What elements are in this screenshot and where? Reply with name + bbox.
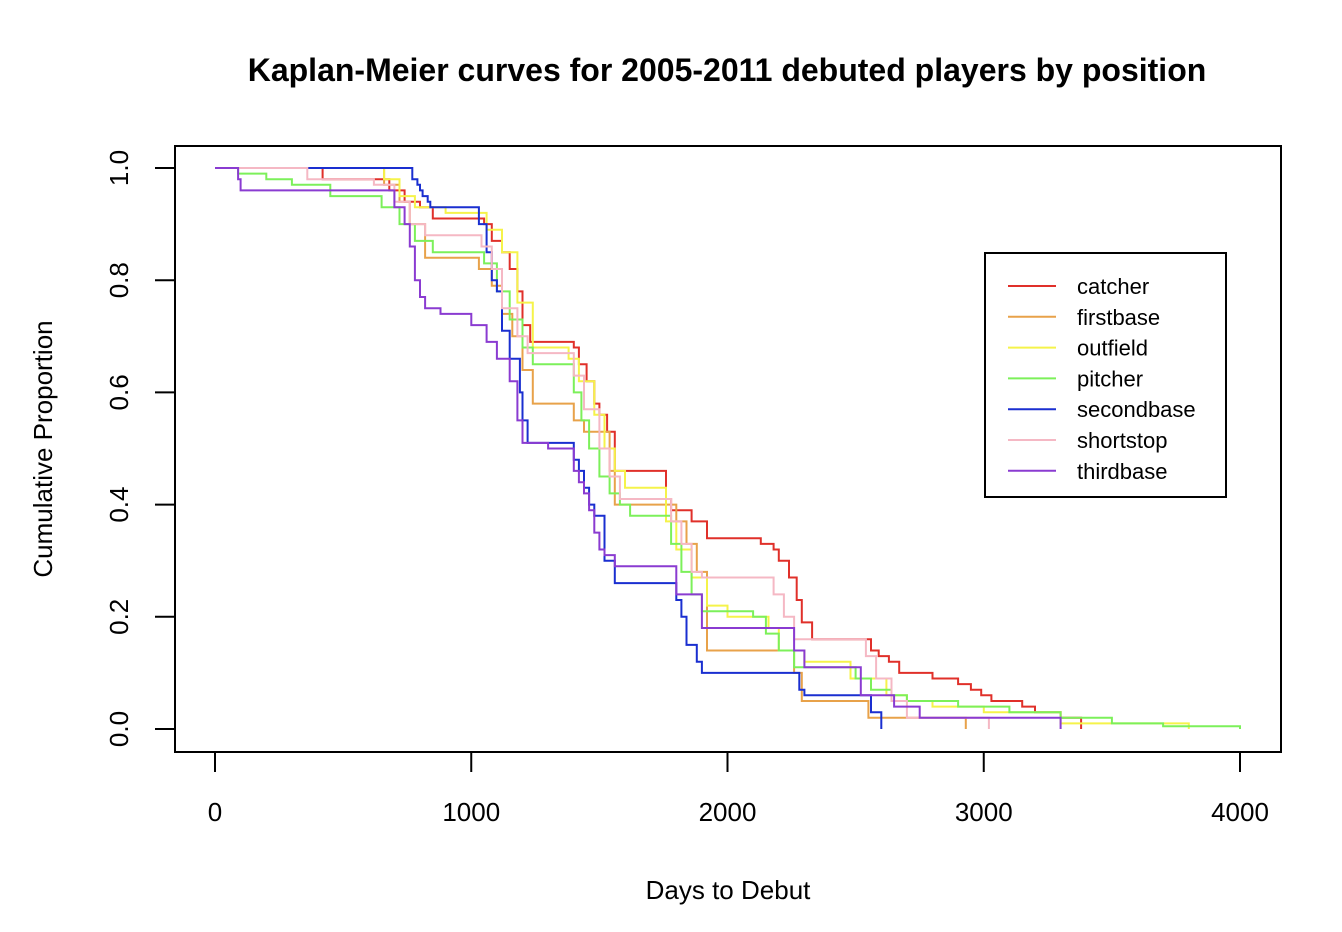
series-line-pitcher [215,167,1241,729]
series-line-shortstop [215,167,990,729]
legend-label-catcher: catcher [1077,274,1149,299]
x-tick-label: 4000 [1211,797,1269,827]
legend-label-shortstop: shortstop [1077,428,1168,453]
chart-title: Kaplan-Meier curves for 2005-2011 debute… [248,52,1207,88]
y-tick-label: 0.8 [104,262,134,298]
x-axis-label: Days to Debut [646,875,812,905]
y-tick-label: 0.2 [104,599,134,635]
legend-label-firstbase: firstbase [1077,305,1160,330]
y-tick-label: 0.0 [104,711,134,747]
legend-label-outfield: outfield [1077,336,1148,361]
series-line-secondbase [215,167,883,729]
legend-label-pitcher: pitcher [1077,366,1143,391]
x-tick-label: 2000 [699,797,757,827]
series-line-catcher [215,167,1083,729]
y-tick-label: 0.4 [104,487,134,523]
x-axis: 0 1000 2000 3000 4000 [208,751,1269,827]
y-tick-label: 1.0 [104,150,134,186]
y-axis-label: Cumulative Proportion [28,320,58,577]
x-tick-label: 3000 [955,797,1013,827]
legend-box [984,252,1227,498]
legend-label-secondbase: secondbase [1077,397,1196,422]
legend-label-thirdbase: thirdbase [1077,459,1168,484]
series-line-thirdbase [215,167,1062,729]
y-tick-label: 0.6 [104,374,134,410]
y-axis: 0.0 0.2 0.4 0.6 0.8 1.0 [104,150,176,747]
plot-area [215,167,1241,729]
x-tick-label: 0 [208,797,222,827]
x-tick-label: 1000 [442,797,500,827]
legend: catcher firstbase outfield pitcher secondbas… [984,252,1227,498]
